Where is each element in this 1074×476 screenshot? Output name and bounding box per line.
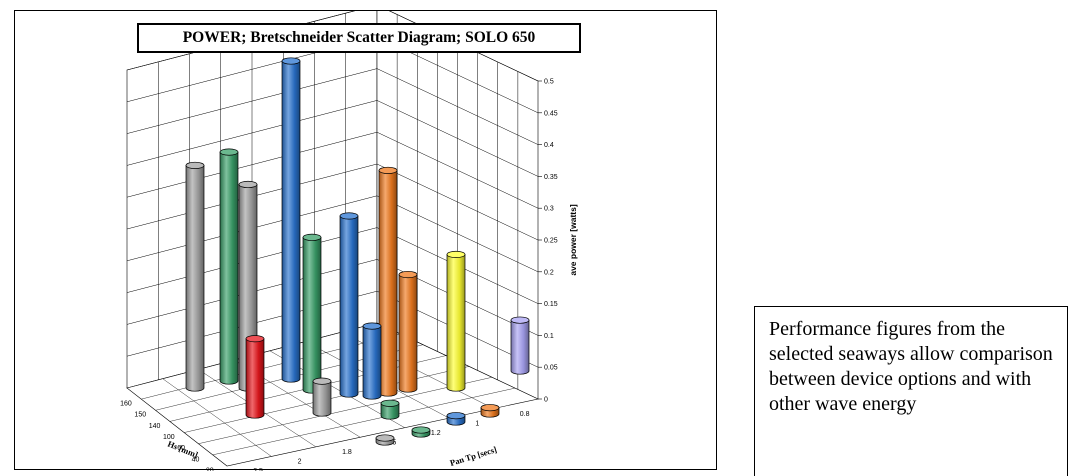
chart-plot: 0 0.05 0.1 0.15 0.2 0.25 0.3 0.35 0.4 0.45 0.5 ave …: [120, 11, 578, 471]
bar-cylinder-top: [238, 180, 258, 189]
bar-18: [375, 434, 395, 446]
bar-cylinder-top: [378, 166, 398, 174]
chart-title: POWER; Bretschneider Scatter Diagram; SO…: [137, 23, 581, 53]
hs-tick-label: 140: [149, 423, 161, 430]
bar-cylinder-body: [185, 165, 205, 392]
floor-grid-line: [162, 378, 272, 457]
bar-13: [510, 316, 530, 375]
bar-5: [302, 233, 322, 394]
hs-axis-label: Hs [mm]: [166, 439, 199, 460]
bar-cylinder-body: [219, 151, 239, 385]
tp-tick-label: 1.8: [342, 449, 352, 456]
bar-cylinder-top: [281, 57, 301, 65]
grid-line-horizontal: [126, 131, 539, 209]
tp-tick-label: 2.5: [253, 468, 263, 471]
bar-cylinder-top: [312, 377, 332, 385]
bar-cylinder-body: [398, 274, 418, 393]
bar-cylinder-body: [446, 254, 466, 392]
bar-cylinder-top: [219, 148, 239, 156]
z-tick-label: 0.15: [544, 301, 558, 308]
z-tick-label: 0.05: [544, 365, 558, 372]
bar-cylinder-top: [302, 233, 322, 241]
z-tick-label: 0.35: [544, 174, 558, 181]
bar-8: [398, 270, 418, 393]
bar-cylinder-top: [446, 412, 466, 420]
bar-10: [245, 335, 265, 419]
bar-17: [411, 426, 431, 438]
bar-cylinder-top: [446, 250, 466, 258]
bar-cylinder-top: [398, 270, 418, 279]
z-tick-label: 0.4: [544, 142, 554, 149]
bar-4: [281, 57, 301, 383]
z-tick-label: 0.2: [544, 269, 554, 276]
bar-16: [446, 412, 466, 426]
bar-cylinder-top: [411, 426, 431, 434]
caption-text-box: Performance figures from the selected se…: [754, 306, 1068, 476]
bar-cylinder-top: [339, 212, 359, 220]
bar-6: [339, 212, 359, 398]
bar-cylinder-body: [380, 402, 400, 420]
grid-line-horizontal: [126, 68, 539, 145]
bar-11: [312, 377, 332, 417]
bar-cylinder-top: [362, 322, 382, 330]
bar-9: [446, 250, 466, 392]
tp-tick-label: 2: [298, 459, 302, 466]
floor-grid-line: [212, 387, 516, 456]
hs-tick-label: 160: [120, 401, 132, 408]
grid-line-horizontal: [126, 227, 539, 304]
bar-cylinder-body: [510, 319, 530, 375]
grid-line-horizontal: [126, 163, 539, 241]
bar-cylinder-top: [480, 404, 500, 412]
grid-line-horizontal: [126, 195, 539, 273]
bar-7: [378, 166, 398, 397]
z-axis-label: ave power [watts]: [568, 204, 578, 275]
hs-tick-label: 150: [134, 412, 146, 419]
bar-15: [480, 404, 500, 418]
floor-grid-line: [198, 377, 493, 444]
grid-line-horizontal: [126, 259, 539, 336]
bar-cylinder-body: [281, 60, 301, 383]
bar-14: [380, 399, 400, 420]
tp-tick-label: 1.2: [431, 430, 441, 437]
bar-2: [219, 148, 239, 385]
caption-text: Performance figures from the selected se…: [769, 318, 1053, 415]
bar-12: [362, 322, 382, 400]
bar-cylinder-body: [378, 170, 398, 397]
tp-tick-label: 1: [475, 420, 479, 427]
tp-axis-label: Pan Tp [secs]: [449, 444, 498, 468]
bar-1: [185, 161, 205, 392]
hs-tick-label: 100: [163, 434, 175, 441]
hs-tick-label: 20: [206, 467, 214, 471]
z-tick-label: 0.45: [544, 110, 558, 117]
hs-tick-label: 40: [192, 456, 200, 463]
grid-line-horizontal: [126, 100, 539, 177]
bar-cylinder-body: [312, 380, 332, 417]
z-axis: 0 0.05 0.1 0.15 0.2 0.25 0.3 0.35 0.4 0.45 0.5 ave …: [538, 79, 578, 404]
bar-cylinder-top: [375, 434, 395, 442]
bar-cylinder-top: [380, 399, 400, 407]
hs-tick-label: 60: [177, 445, 185, 452]
bar-cylinder-body: [302, 237, 322, 394]
chart-frame: 0 0.05 0.1 0.15 0.2 0.25 0.3 0.35 0.4 0.45 0.5 ave …: [14, 10, 717, 471]
bar-cylinder-top: [510, 316, 530, 324]
tp-tick-label: 0.8: [520, 411, 530, 418]
bar-cylinder-body: [362, 325, 382, 400]
bars: [185, 57, 530, 446]
z-tick-label: 0.5: [544, 79, 554, 86]
bar-cylinder-body: [245, 338, 265, 419]
bar-cylinder-body: [339, 215, 359, 398]
z-tick-label: 0.1: [544, 333, 554, 340]
z-tick-label: 0.25: [544, 238, 558, 245]
grid-line-horizontal: [126, 290, 539, 368]
bar-cylinder-top: [245, 335, 265, 343]
z-tick-label: 0: [544, 397, 548, 404]
z-tick-label: 0.3: [544, 206, 554, 213]
bar-cylinder-top: [185, 161, 205, 169]
